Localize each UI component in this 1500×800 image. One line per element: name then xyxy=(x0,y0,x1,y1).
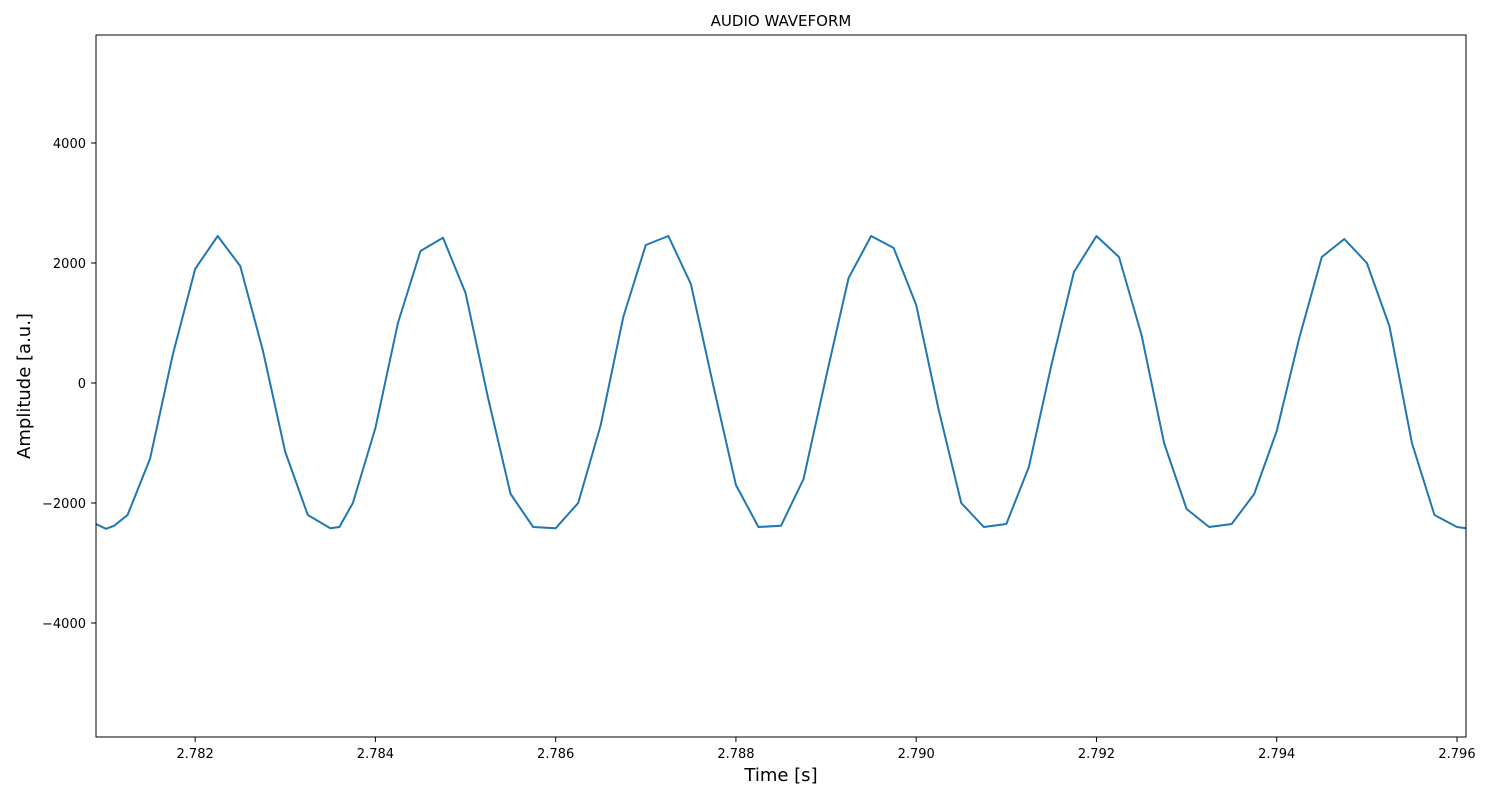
x-axis-label: Time [s] xyxy=(743,765,817,786)
y-tick-label: 2000 xyxy=(53,257,86,272)
x-tick-label: 2.796 xyxy=(1438,747,1475,762)
x-axis-ticks: 2.782 2.784 2.786 2.788 2.790 2.792 2.794 2.796 xyxy=(177,737,1476,762)
chart-title: AUDIO WAVEFORM xyxy=(711,12,852,30)
y-tick-label: −2000 xyxy=(42,497,86,512)
x-tick-label: 2.790 xyxy=(898,747,935,762)
x-tick-label: 2.786 xyxy=(537,747,574,762)
x-tick-label: 2.782 xyxy=(177,747,214,762)
y-axis-label: Amplitude [a.u.] xyxy=(14,313,35,459)
y-tick-label: −4000 xyxy=(42,617,86,632)
axes-frame xyxy=(95,34,1467,738)
y-tick-label: 0 xyxy=(78,377,86,392)
x-tick-label: 2.788 xyxy=(717,747,754,762)
waveform-series-line xyxy=(95,235,1467,530)
y-axis-ticks: −4000 −2000 0 2000 4000 xyxy=(42,137,96,632)
plot-content xyxy=(95,235,1467,530)
y-tick-label: 4000 xyxy=(53,137,86,152)
x-tick-label: 2.784 xyxy=(357,747,394,762)
x-tick-label: 2.794 xyxy=(1258,747,1295,762)
x-tick-label: 2.792 xyxy=(1078,747,1115,762)
